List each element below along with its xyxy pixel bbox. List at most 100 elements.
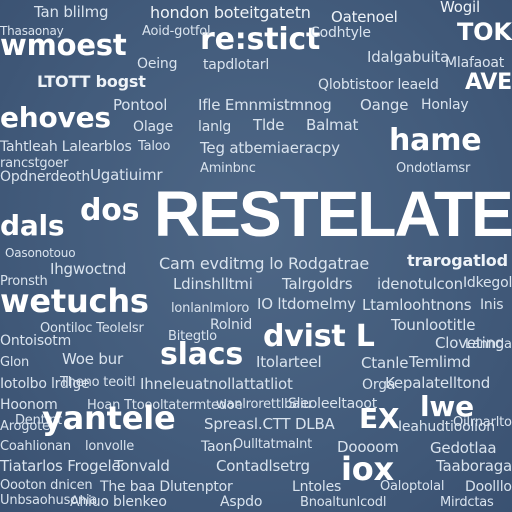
word: Sleoleeltaoot xyxy=(288,396,378,412)
word: Ahiuo blenkeo xyxy=(70,494,167,510)
word: Ldinshlltmi xyxy=(173,275,253,293)
word-large: dos xyxy=(80,193,140,228)
word: Tiatarlos Frogele xyxy=(0,457,121,475)
word: Dentlnt xyxy=(15,413,62,428)
headline-word: RESTELATE xyxy=(154,178,512,250)
word: Mlafaoat xyxy=(445,55,505,71)
word: Ondotlamsr xyxy=(396,161,471,176)
word: Arogote xyxy=(0,419,50,434)
word: AVE xyxy=(465,70,512,95)
word: Aspdo xyxy=(220,494,263,510)
word: Mirdctas xyxy=(440,495,494,510)
word: Spreasl.CTT DLBA xyxy=(204,415,335,433)
word-large: slacs xyxy=(160,337,244,372)
word: Ieahudtioolion xyxy=(398,419,495,435)
word: Glon xyxy=(0,355,30,370)
word: Ontoisotm xyxy=(0,333,72,349)
word: Taloo xyxy=(138,139,171,154)
word: Temlimd xyxy=(409,353,471,371)
word: Oatenoel xyxy=(331,8,398,26)
word: Ugatiuimr xyxy=(90,166,163,184)
word: idenotulcon xyxy=(377,275,463,293)
word-large: iox xyxy=(341,450,394,488)
word: Lannda xyxy=(465,337,512,352)
word: Honlay xyxy=(421,97,469,113)
word: IO ltdomelmy xyxy=(257,295,356,313)
word: Taaboraga xyxy=(436,457,512,475)
word: Olage xyxy=(133,119,173,135)
word: lanlg xyxy=(198,119,232,135)
word-large: wmoest xyxy=(0,28,127,62)
word: Oooton dnicen xyxy=(0,478,93,493)
word: rancstgoer xyxy=(0,156,69,171)
word: Oontiloc Teolelsr xyxy=(40,321,144,336)
word: Oulltatmalnt xyxy=(233,437,313,452)
word-large: re:stict xyxy=(200,22,321,57)
word: Gedotlaa xyxy=(430,439,497,457)
word: Kepalatelltond xyxy=(385,374,491,392)
word: Wogil xyxy=(440,0,480,16)
word-large: TOK xyxy=(457,18,512,46)
word: Woe bur xyxy=(62,350,123,368)
word: Orga xyxy=(362,377,396,393)
word: wanlrorettlbaiu xyxy=(216,397,312,412)
word: Oeing xyxy=(137,56,178,72)
word: trarogatlod xyxy=(407,251,508,270)
word: Opdnerdeoth xyxy=(0,169,91,185)
word: Ctanle xyxy=(361,354,409,372)
word: Coahlionan xyxy=(0,439,71,454)
word-large: ehoves xyxy=(0,101,111,134)
word-large: lwe xyxy=(420,390,474,423)
word: Cloveting xyxy=(435,334,505,352)
word: Cam evditmg lo Rodgatrae xyxy=(159,254,369,273)
word: Doooom xyxy=(337,438,399,456)
word: Ihneleuatnollattatliot xyxy=(140,375,293,393)
word: Tounlootitle xyxy=(391,316,476,334)
word: Tahtleah Lalearblos xyxy=(0,139,132,155)
word: Unbsaohusonia xyxy=(0,493,98,508)
word: Idkegol xyxy=(463,275,512,291)
word: Teg atbemiaeracpy xyxy=(200,139,340,157)
word: Hoan Ttoooltatermtedoe xyxy=(87,398,243,413)
word: Inis xyxy=(480,297,504,313)
word: Codhtyle xyxy=(310,25,371,41)
word: Bitegtlo xyxy=(168,329,217,344)
word: Aminbnc xyxy=(200,161,256,176)
word-large: hame xyxy=(389,123,482,158)
word: Taonl xyxy=(201,439,237,455)
word: hondon boteitgatetn xyxy=(150,3,311,22)
word: Iotolbo lrdlge xyxy=(0,376,90,392)
word: Qlobtistoor leaeld xyxy=(318,77,439,93)
word: Talrgoldrs xyxy=(282,275,353,293)
word: Pronsth xyxy=(0,274,48,289)
word: Balmat xyxy=(306,116,359,134)
word: Ltamloohtnons xyxy=(362,296,472,314)
word: Thasaonay xyxy=(0,24,64,38)
word: Tonvald xyxy=(114,457,170,475)
word: Lntoles xyxy=(292,479,342,495)
word: Doolllo xyxy=(465,479,512,495)
word: Theno teoitl xyxy=(60,375,136,390)
word-large: dvist L xyxy=(263,319,375,354)
word: Contadlsetrg xyxy=(216,457,310,475)
word: Aoid-gotfol xyxy=(142,24,211,39)
word: Rolnid xyxy=(210,317,253,333)
word-large: wetuchs xyxy=(0,282,149,320)
word: Itolarteel xyxy=(256,353,322,371)
word-large: yantele xyxy=(42,399,176,437)
word: Hoonom xyxy=(0,397,58,413)
word: Oange xyxy=(360,96,409,114)
word: tapdlotarl xyxy=(203,57,270,73)
word: Ifle Emnmistmnog xyxy=(198,96,332,114)
word-large: dals xyxy=(0,209,65,242)
word: Idalgabuita xyxy=(367,48,450,66)
word: Tlde xyxy=(253,116,285,134)
word: lonvolle xyxy=(85,439,135,454)
word: Bnoaltunlcodl xyxy=(300,495,387,510)
word: Oasonotouo xyxy=(5,246,76,260)
word-large: EX xyxy=(359,402,400,435)
word: The baa Dlutenptor xyxy=(100,479,233,495)
word: Pontool xyxy=(113,96,168,114)
word: lonlanlmloro xyxy=(171,301,250,316)
